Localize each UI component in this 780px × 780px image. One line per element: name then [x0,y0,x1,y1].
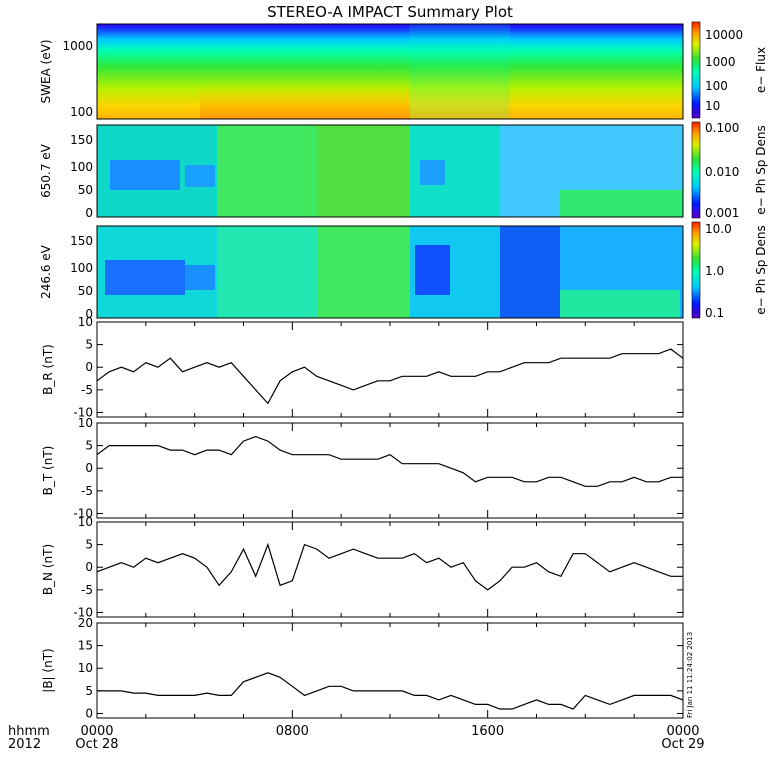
time-tick-label: 0000 [80,724,113,739]
y-tick-label: 15 [78,639,93,653]
y-tick-label: 10 [78,416,93,430]
y-tick-label: 5 [85,338,93,352]
time-tick-label: 0800 [276,724,309,739]
y-tick-label: 10 [78,515,93,529]
y-tick-label: 0 [85,560,93,574]
panel-frame [96,622,684,719]
y-tick-label: -10 [73,605,93,619]
y-tick-label: 10 [78,315,93,329]
y-tick-label: -5 [81,383,93,397]
spectrogram-tick-label: 150 [70,133,93,147]
spectrogram-ylabel: 650.7 eV [39,143,53,198]
year-label: 2012 [8,737,41,752]
field-series-line [97,672,684,710]
y-tick-label: 5 [85,439,93,453]
colorbar-tick-label: 100 [705,79,728,93]
spectrogram-tick-label: 100 [70,105,93,119]
spectrogram-tick-label: 1000 [62,39,93,53]
spectrogram-tick-label: 50 [78,183,93,197]
colorbar-tick-label: 1000 [705,55,736,69]
spectrogram-tick-label: 0 [85,206,93,220]
colorbar-tick-label: 0.1 [705,306,724,320]
panel-frame [96,321,684,418]
y-tick-label: 20 [78,616,93,630]
spectrogram-ylabel: 246.6 eV [39,244,53,299]
swea-spectrogram [96,23,684,120]
spectrogram-ylabel: SWEA (eV) [39,39,53,103]
panel-frame [96,521,684,618]
pad-650-spectrogram [96,124,684,218]
spectrogram-tick-label: 100 [70,261,93,275]
spectrogram-tick-label: 100 [70,160,93,174]
line-panel-ylabel: B_T (nT) [41,446,55,496]
time-tick-label: 1600 [471,724,504,739]
date-tick-label: Oct 29 [661,737,704,752]
field-series-line [96,435,683,487]
line-panel-ylabel: |B| (nT) [41,648,55,692]
time-format-label: hhmm [8,724,50,739]
colorbar-tick-label: 0.010 [705,165,739,179]
spectrogram-tick-label: 50 [78,284,93,298]
y-tick-label: 0 [85,706,93,720]
y-tick-label: 10 [78,661,93,675]
colorbar-label: e− Ph Sp Dens [754,125,768,214]
y-tick-label: 0 [85,360,93,374]
y-tick-label: 5 [85,684,93,698]
magnetic-field-panels: 10 5 0 -5 -10 B_R (nT) 10 5 0 -5 -10 B_T (nT) 10 5 0 -5… [41,315,684,720]
y-tick-label: -10 [73,405,93,419]
y-tick-label: -5 [81,484,93,498]
line-panel-ylabel: B_R (nT) [41,344,55,395]
colorbar-tick-label: 0.001 [705,206,739,220]
date-tick-label: Oct 28 [75,737,118,752]
line-panel-ylabel: B_N (nT) [41,544,55,595]
pad-246-spectrogram [96,225,684,319]
plot-title: STEREO-A IMPACT Summary Plot [267,3,513,21]
y-tick-label: -5 [81,583,93,597]
y-tick-label: -10 [73,506,93,520]
spectrogram-tick-label: 150 [70,234,93,248]
colorbar-tick-label: 0.100 [705,121,739,135]
colorbar-tick-label: 10 [705,99,720,113]
panel-frame [96,422,684,519]
colorbar-label: e− Ph Sp Dens [754,225,768,314]
spectrogram-tick-label: 0 [85,307,93,321]
y-tick-label: 5 [85,538,93,552]
colorbar-tick-label: 10000 [705,28,743,42]
colorbar-tick-label: 1.0 [705,264,724,278]
colorbar-label: e− Flux [754,47,768,93]
time-tick-label: 0000 [666,724,699,739]
field-series-line [96,348,684,405]
field-series-line [96,542,683,591]
y-tick-label: 0 [85,461,93,475]
timestamp-stamp: Fri Jan 11 11:24:02 2013 [686,632,694,718]
colorbar-tick-label: 10.0 [705,222,732,236]
colorbars [691,21,701,319]
